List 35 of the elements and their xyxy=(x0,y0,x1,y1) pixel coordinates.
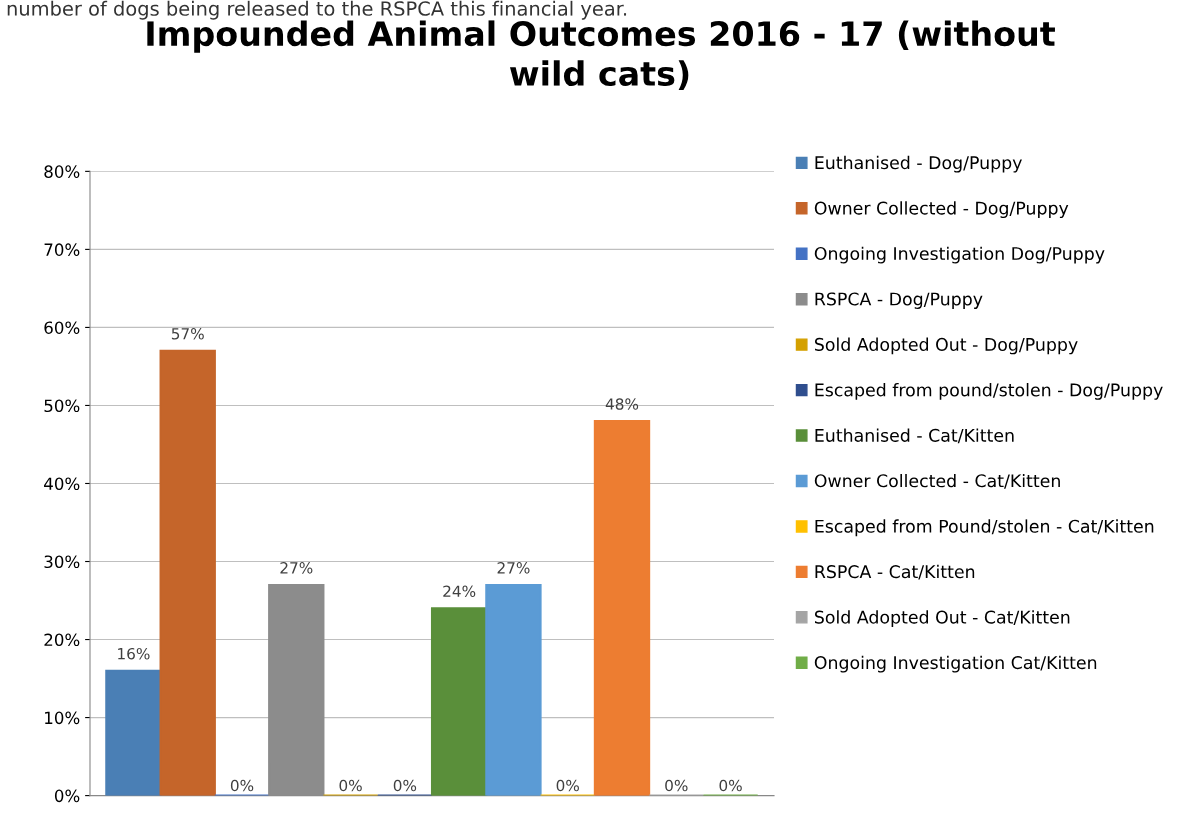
y-tick-label: 70% xyxy=(44,243,80,256)
data-label: 24% xyxy=(443,585,476,598)
y-tick-label: 60% xyxy=(44,321,80,334)
data-label: 0% xyxy=(393,779,417,792)
text: number of dogs being released to the RSPCA this financial year. xyxy=(7,0,627,20)
legend-label: Ongoing Investigation Cat/Kitten xyxy=(814,655,1097,673)
y-tick-label: 20% xyxy=(44,633,80,647)
legend-label: Escaped from Pound/stolen - Cat/Kitten xyxy=(815,519,1154,537)
y-tick-label: 80% xyxy=(44,165,80,178)
legend-label: Euthanised - Cat/Kitten xyxy=(815,428,1014,444)
data-label: 16% xyxy=(118,647,150,660)
legend-label: Owner Collected - Cat/Kitten xyxy=(814,473,1060,489)
legend-label: Sold Adopted Out - Cat/Kitten xyxy=(814,610,1070,628)
data-label: 27% xyxy=(280,562,313,574)
legend-label: Euthanised - Dog/Puppy xyxy=(815,155,1022,173)
y-tick-label: 50% xyxy=(44,399,80,413)
data-label: 48% xyxy=(605,398,639,410)
chart-title: Impounded Animal Outcomes 2016 - 17 (without wild cats) xyxy=(147,20,1055,90)
y-tick-label: 0% xyxy=(54,789,80,803)
data-label: 0% xyxy=(665,779,688,792)
y-tick-label: 10% xyxy=(45,711,80,725)
legend-label: RSPCA - Dog/Puppy xyxy=(815,292,983,309)
legend-label: Escaped from pound/stolen - Dog/Puppy xyxy=(815,383,1163,400)
legend-label: Owner Collected - Dog/Puppy xyxy=(814,201,1069,219)
data-label: 27% xyxy=(497,562,530,574)
data-label: 57% xyxy=(171,327,204,340)
legend-label: Sold Adopted Out - Dog/Puppy xyxy=(814,337,1078,355)
data-label: 0% xyxy=(339,779,362,792)
y-tick-label: 40% xyxy=(44,477,80,491)
y-tick-label: 30% xyxy=(44,555,80,569)
legend-label: Ongoing Investigation Dog/Puppy xyxy=(814,246,1105,264)
data-label: 0% xyxy=(556,779,579,792)
data-label: 0% xyxy=(230,779,254,792)
data-label: 0% xyxy=(719,779,742,792)
legend-label: RSPCA - Cat/Kitten xyxy=(815,564,975,580)
